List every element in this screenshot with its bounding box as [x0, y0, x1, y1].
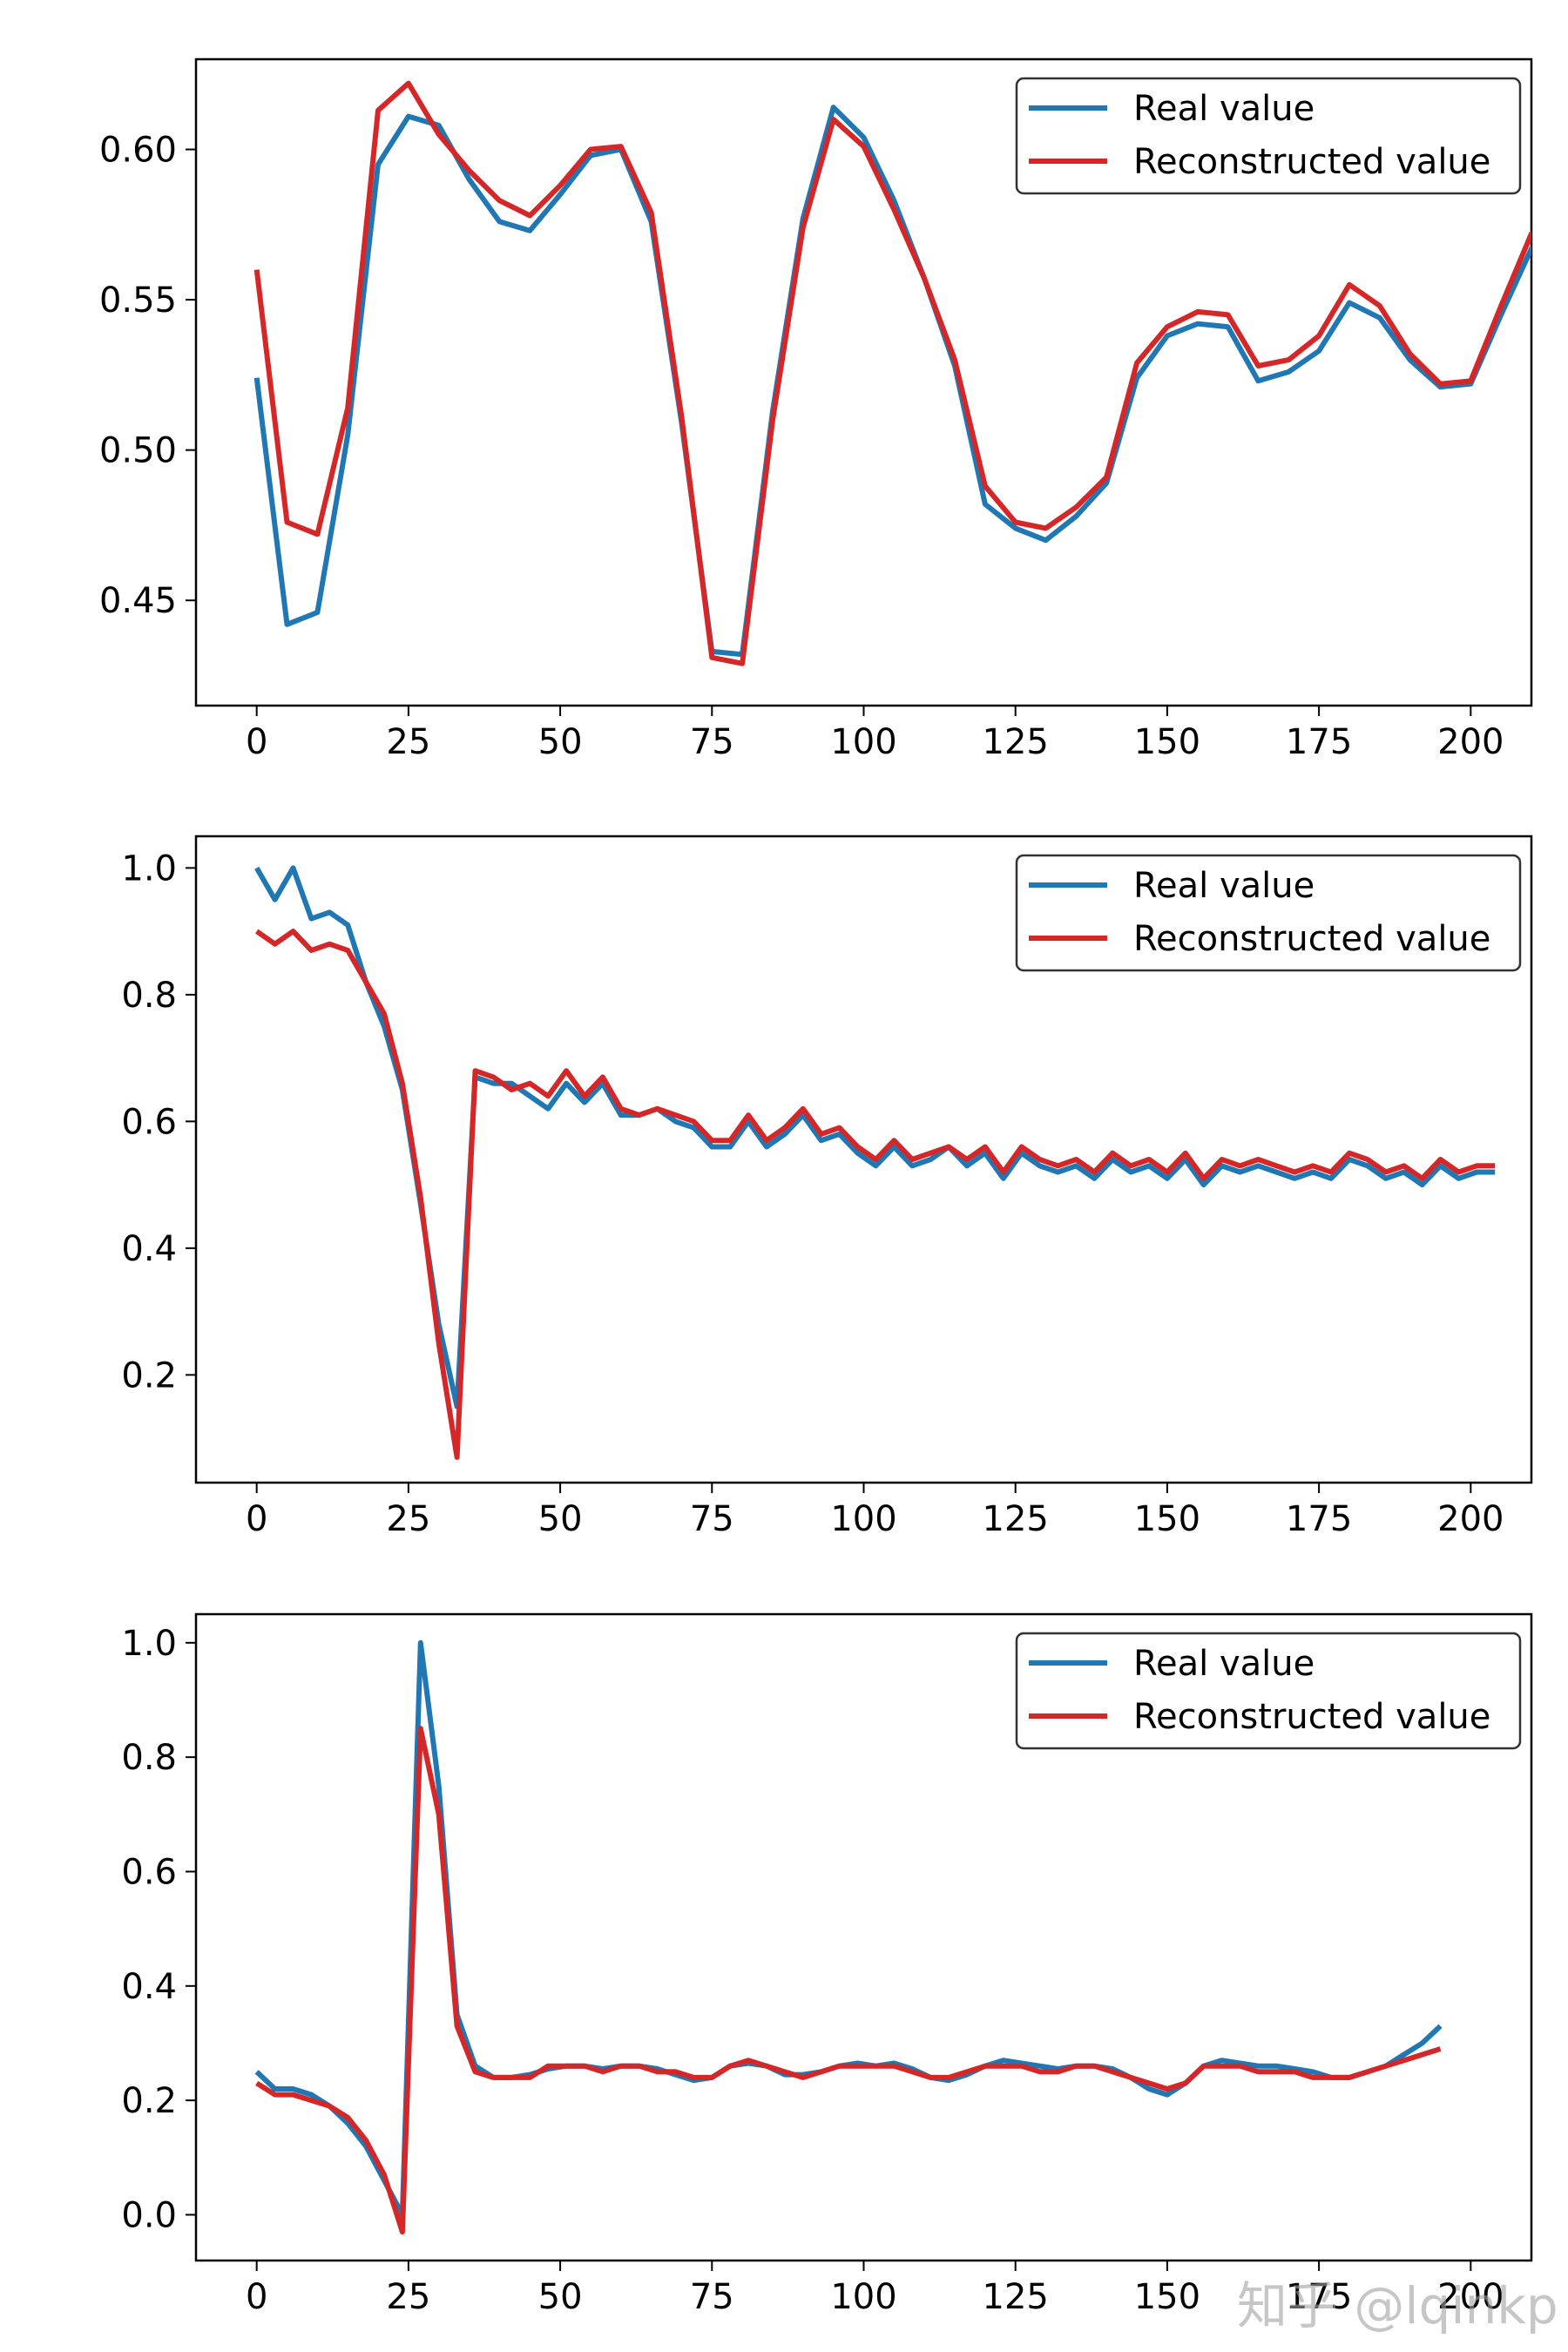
x-tick-label: 75	[690, 1499, 734, 1539]
x-tick-label: 100	[830, 2277, 896, 2317]
chart-1: 0 25 50 75 100 125 150 175 200 0.45 0.50 0.55 0.60 Re…	[99, 57, 1533, 762]
y-tick-label: 0.6	[121, 1102, 177, 1142]
x-tick-label: 175	[1286, 2277, 1352, 2317]
legend-label: Real value	[1133, 1644, 1315, 1684]
x-tick-label: 175	[1286, 1499, 1352, 1539]
x-tick-label: 0	[246, 2277, 267, 2317]
x-tick-label: 150	[1134, 2277, 1200, 2317]
x-tick-label: 175	[1286, 722, 1352, 762]
x-tick-label: 50	[538, 2277, 583, 2317]
y-tick-label: 0.6	[121, 1852, 177, 1892]
y-tick-label: 0.55	[99, 280, 177, 321]
series-line-reconstructed	[254, 929, 1496, 1460]
x-tick-label: 200	[1437, 2277, 1504, 2317]
y-tick-label: 0.0	[121, 2195, 177, 2235]
x-tick-label: 50	[538, 1499, 583, 1539]
y-tick-label: 0.45	[99, 581, 177, 621]
y-tick-label: 0.50	[99, 431, 177, 471]
x-tick-label: 150	[1134, 722, 1200, 762]
legend-box	[1015, 854, 1522, 972]
series-line-reconstructed	[253, 80, 1531, 666]
y-tick-label: 0.8	[121, 1738, 177, 1778]
x-tick-label: 150	[1134, 1499, 1200, 1539]
x-tick-label: 0	[246, 1499, 267, 1539]
legend-label: Reconstructed value	[1133, 142, 1490, 182]
x-tick-label: 25	[386, 1499, 430, 1539]
x-tick-label: 25	[386, 722, 430, 762]
y-tick-label: 0.4	[121, 1967, 177, 2007]
y-tick-label: 0.4	[121, 1229, 177, 1269]
legend-label: Real value	[1133, 866, 1315, 906]
y-tick-label: 0.2	[121, 1355, 177, 1396]
y-tick-label: 0.2	[121, 2081, 177, 2121]
x-tick-label: 75	[690, 722, 734, 762]
y-tick-label: 0.8	[121, 976, 177, 1016]
legend-label: Reconstructed value	[1133, 1697, 1490, 1737]
x-tick-label: 125	[983, 2277, 1049, 2317]
x-tick-label: 200	[1437, 1499, 1504, 1539]
y-tick-label: 1.0	[121, 1624, 177, 1664]
x-tick-label: 125	[983, 722, 1049, 762]
chart-2: 0 25 50 75 100 125 150 175 200 0.2 0.4 0.6 0.8 1.0 Rea…	[121, 835, 1533, 1539]
series-line-real	[253, 105, 1531, 658]
x-tick-label: 125	[983, 1499, 1049, 1539]
x-tick-label: 75	[690, 2277, 734, 2317]
x-tick-label: 200	[1437, 722, 1504, 762]
legend-box	[1015, 1632, 1522, 1750]
x-tick-label: 100	[830, 722, 896, 762]
y-tick-label: 1.0	[121, 848, 177, 889]
x-tick-label: 25	[386, 2277, 430, 2317]
legend-label: Real value	[1133, 89, 1315, 129]
legend-label: Reconstructed value	[1133, 919, 1490, 959]
legend-box	[1015, 77, 1522, 195]
series-line-reconstructed	[255, 1726, 1442, 2235]
y-tick-label: 0.60	[99, 131, 177, 171]
x-tick-label: 50	[538, 722, 583, 762]
x-tick-label: 100	[830, 1499, 896, 1539]
x-tick-label: 0	[246, 722, 267, 762]
chart-3: 0 25 50 75 100 125 150 175 200 0.0 0.2 0.4 0.6 0.8 1.0…	[121, 1612, 1533, 2317]
watermark: 知乎 @lqinkp	[1237, 2276, 1558, 2335]
